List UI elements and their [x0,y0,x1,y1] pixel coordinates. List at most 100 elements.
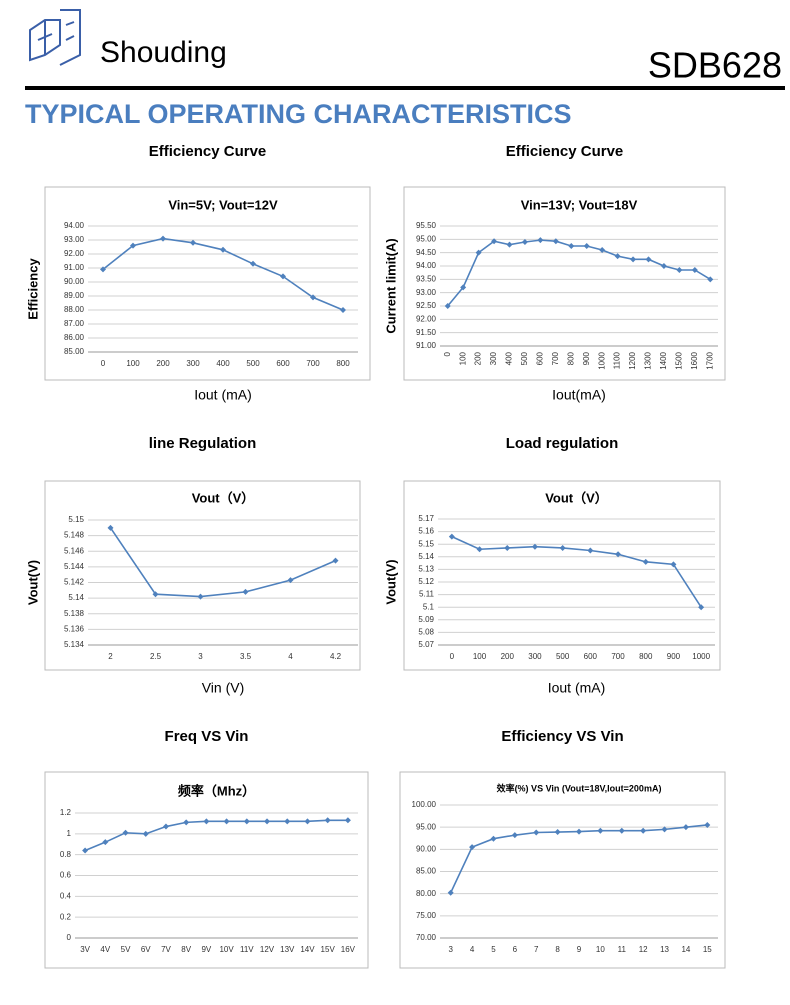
data-point [280,273,286,280]
chart-frame [403,480,721,671]
data-point [223,818,230,825]
chart-frame [403,186,726,381]
x-tick-label: 700 [551,351,560,365]
y-tick-label: 93.50 [416,274,437,283]
x-tick-label: 900 [667,652,681,661]
x-tick-label: 400 [505,351,514,365]
x-tick-label: 1600 [690,351,699,369]
y-tick-label: 70.00 [416,933,437,942]
x-tick-label: 14V [300,945,315,954]
y-tick-label: 92.00 [64,249,85,258]
data-point [511,832,518,839]
x-tick-label: 3.5 [240,652,252,661]
chart-frame [44,480,361,671]
y-tick-label: 1.2 [60,808,72,817]
data-point [460,284,467,291]
data-point [340,307,346,313]
x-tick-label: 14 [681,945,690,954]
data-point [203,818,210,825]
y-tick-label: 91.00 [64,263,85,272]
data-point [615,551,622,558]
data-point [587,547,594,554]
y-tick-label: 94.00 [416,261,437,270]
data-point [220,246,226,253]
x-tick-label: 16V [341,945,356,954]
x-tick-label: 5V [121,945,131,954]
x-tick-label: 2 [108,652,113,661]
x-tick-label: 1700 [705,351,714,369]
chart-subtitle: Vout（V） [192,490,255,505]
data-point [576,828,582,835]
y-tick-label: 5.13 [418,565,434,574]
data-point [704,821,711,828]
data-point [640,827,647,834]
data-point [506,241,513,248]
y-tick-label: 5.138 [64,609,85,618]
y-tick-label: 5.16 [418,527,434,536]
x-axis-label: Vin (V) [202,680,245,696]
data-point [448,533,455,540]
x-tick-label: 9V [201,945,211,954]
x-tick-label: 600 [584,652,598,661]
x-tick-label: 1500 [674,351,683,369]
x-tick-label: 600 [276,359,290,368]
series-line [84,819,348,852]
y-tick-label: 0.6 [60,871,72,880]
chart-title: Load regulation [506,435,619,452]
x-tick-label: 4 [470,945,475,954]
logo [29,9,81,66]
y-tick-label: 5.144 [64,562,85,571]
x-tick-label: 0 [443,351,452,356]
x-tick-label: 800 [566,351,575,365]
data-point [645,256,652,263]
header-rule [25,86,785,90]
part-number: SDB628 [648,45,782,86]
data-point [599,247,606,253]
x-tick-label: 500 [556,652,570,661]
x-tick-label: 1200 [628,351,637,369]
x-tick-label: 400 [216,359,230,368]
y-tick-label: 5.148 [64,531,85,540]
x-tick-label: 0 [450,652,455,661]
data-point [304,818,311,825]
y-tick-label: 85.00 [64,347,85,356]
x-tick-label: 11 [618,945,627,954]
data-point [475,249,482,256]
y-tick-label: 94.00 [64,221,85,230]
data-point [102,839,109,846]
y-tick-label: 0.4 [60,891,72,900]
y-tick-label: 92.00 [416,314,437,323]
y-tick-label: 5.12 [418,577,434,586]
data-point [152,591,159,598]
x-tick-label: 1000 [597,351,606,369]
y-tick-label: 92.50 [416,301,437,310]
x-tick-label: 3 [448,945,453,954]
x-tick-label: 15V [321,945,336,954]
x-tick-label: 300 [186,359,200,368]
x-tick-label: 0 [101,359,106,368]
x-tick-label: 8V [181,945,191,954]
y-tick-label: 95.50 [416,221,437,230]
y-tick-label: 95.00 [416,234,437,243]
data-point [100,266,106,273]
x-tick-label: 8 [555,945,560,954]
data-point [660,263,667,269]
chart-frame [399,771,726,969]
y-tick-label: 91.00 [416,341,437,350]
x-tick-label: 100 [126,359,140,368]
y-tick-label: 5.15 [418,539,434,548]
y-tick-label: 0 [67,933,72,942]
y-axis-label: Current limit(A) [383,238,398,333]
y-tick-label: 5.146 [64,546,85,555]
data-point [82,847,89,854]
y-tick-label: 86.00 [64,333,85,342]
y-tick-label: 94.50 [416,248,437,257]
chart-subtitle: Vout（V） [545,490,608,505]
x-tick-label: 13 [660,945,669,954]
x-tick-label: 6 [513,945,518,954]
chart-title: line Regulation [149,435,257,452]
y-tick-label: 90.00 [64,277,85,286]
x-tick-label: 600 [535,351,544,365]
x-tick-label: 800 [639,652,653,661]
x-tick-label: 500 [520,351,529,365]
